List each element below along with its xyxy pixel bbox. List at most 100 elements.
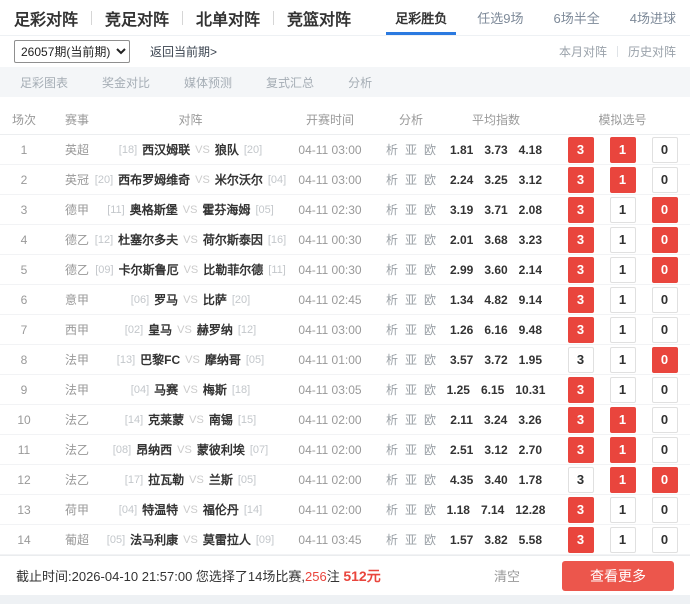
analysis-link[interactable]: 析 xyxy=(385,233,398,247)
league-link[interactable]: 法甲 xyxy=(64,353,89,367)
league-link[interactable]: 德乙 xyxy=(64,233,89,247)
pick-0-button[interactable]: 0 xyxy=(651,406,678,433)
pick-1-button[interactable]: 1 xyxy=(609,136,636,163)
asian-odds-link[interactable]: 亚 xyxy=(404,383,417,397)
month-matches-link[interactable]: 本月对阵 xyxy=(558,45,607,59)
analysis-link[interactable]: 析 xyxy=(385,353,398,367)
analysis-link[interactable]: 析 xyxy=(385,143,398,157)
pick-1-button[interactable]: 1 xyxy=(609,526,636,553)
pick-1-button[interactable]: 1 xyxy=(609,286,636,313)
submenu-multi-summary[interactable]: 复式汇总 xyxy=(266,75,315,90)
pick-1-button[interactable]: 1 xyxy=(609,166,636,193)
tab-renxuan9[interactable]: 任选9场 xyxy=(477,11,524,26)
pick-0-button[interactable]: 0 xyxy=(651,436,678,463)
tab-shengfu[interactable]: 足彩胜负 xyxy=(386,0,457,35)
asian-odds-link[interactable]: 亚 xyxy=(404,503,417,517)
asian-odds-link[interactable]: 亚 xyxy=(404,143,417,157)
euro-odds-link[interactable]: 欧 xyxy=(424,443,437,457)
pick-3-button[interactable]: 3 xyxy=(567,166,594,193)
league-link[interactable]: 法乙 xyxy=(64,413,89,427)
asian-odds-link[interactable]: 亚 xyxy=(404,413,417,427)
pick-3-button[interactable]: 3 xyxy=(567,316,594,343)
analysis-link[interactable]: 析 xyxy=(385,473,398,487)
analysis-link[interactable]: 析 xyxy=(385,173,398,187)
pick-3-button[interactable]: 3 xyxy=(567,526,594,553)
league-link[interactable]: 葡超 xyxy=(64,533,89,547)
nav-item-jingzu[interactable]: 竞足对阵 xyxy=(105,11,170,29)
pick-3-button[interactable]: 3 xyxy=(567,286,594,313)
pick-0-button[interactable]: 0 xyxy=(651,496,678,523)
asian-odds-link[interactable]: 亚 xyxy=(404,263,417,277)
pick-3-button[interactable]: 3 xyxy=(567,226,594,253)
pick-0-button[interactable]: 0 xyxy=(651,166,678,193)
asian-odds-link[interactable]: 亚 xyxy=(404,353,417,367)
back-to-current-link[interactable]: 返回当前期> xyxy=(150,45,218,59)
pick-0-button[interactable]: 0 xyxy=(651,316,678,343)
submenu-analysis[interactable]: 分析 xyxy=(348,75,373,90)
pick-3-button[interactable]: 3 xyxy=(567,256,594,283)
history-matches-link[interactable]: 历史对阵 xyxy=(627,45,676,59)
euro-odds-link[interactable]: 欧 xyxy=(424,383,437,397)
euro-odds-link[interactable]: 欧 xyxy=(424,533,437,547)
pick-3-button[interactable]: 3 xyxy=(567,346,594,373)
euro-odds-link[interactable]: 欧 xyxy=(424,353,437,367)
analysis-link[interactable]: 析 xyxy=(385,203,398,217)
league-link[interactable]: 德乙 xyxy=(64,263,89,277)
league-link[interactable]: 法乙 xyxy=(64,473,89,487)
league-link[interactable]: 西甲 xyxy=(64,323,89,337)
asian-odds-link[interactable]: 亚 xyxy=(404,443,417,457)
asian-odds-link[interactable]: 亚 xyxy=(404,533,417,547)
euro-odds-link[interactable]: 欧 xyxy=(424,263,437,277)
pick-1-button[interactable]: 1 xyxy=(609,376,636,403)
pick-0-button[interactable]: 0 xyxy=(651,256,678,283)
pick-1-button[interactable]: 1 xyxy=(609,196,636,223)
euro-odds-link[interactable]: 欧 xyxy=(424,173,437,187)
analysis-link[interactable]: 析 xyxy=(385,503,398,517)
pick-0-button[interactable]: 0 xyxy=(651,136,678,163)
pick-3-button[interactable]: 3 xyxy=(567,136,594,163)
pick-1-button[interactable]: 1 xyxy=(609,316,636,343)
analysis-link[interactable]: 析 xyxy=(385,413,398,427)
clear-button[interactable]: 清空 xyxy=(493,569,520,584)
asian-odds-link[interactable]: 亚 xyxy=(404,473,417,487)
pick-1-button[interactable]: 1 xyxy=(609,466,636,493)
submenu-chart[interactable]: 足彩图表 xyxy=(20,75,69,90)
submenu-media-predict[interactable]: 媒体预测 xyxy=(184,75,233,90)
euro-odds-link[interactable]: 欧 xyxy=(424,473,437,487)
euro-odds-link[interactable]: 欧 xyxy=(424,143,437,157)
asian-odds-link[interactable]: 亚 xyxy=(404,323,417,337)
analysis-link[interactable]: 析 xyxy=(385,293,398,307)
pick-3-button[interactable]: 3 xyxy=(567,466,594,493)
pick-0-button[interactable]: 0 xyxy=(651,286,678,313)
euro-odds-link[interactable]: 欧 xyxy=(424,323,437,337)
pick-3-button[interactable]: 3 xyxy=(567,406,594,433)
analysis-link[interactable]: 析 xyxy=(385,533,398,547)
league-link[interactable]: 英超 xyxy=(64,143,89,157)
pick-1-button[interactable]: 1 xyxy=(609,256,636,283)
analysis-link[interactable]: 析 xyxy=(385,323,398,337)
tab-banquan6[interactable]: 6场半全 xyxy=(553,11,600,26)
pick-1-button[interactable]: 1 xyxy=(609,346,636,373)
pick-1-button[interactable]: 1 xyxy=(609,436,636,463)
nav-item-beidan[interactable]: 北单对阵 xyxy=(196,11,261,29)
asian-odds-link[interactable]: 亚 xyxy=(404,233,417,247)
pick-1-button[interactable]: 1 xyxy=(609,226,636,253)
tab-jinqiu4[interactable]: 4场进球 xyxy=(629,11,676,26)
nav-item-jinglan[interactable]: 竞篮对阵 xyxy=(287,11,352,29)
analysis-link[interactable]: 析 xyxy=(385,383,398,397)
analysis-link[interactable]: 析 xyxy=(385,263,398,277)
pick-3-button[interactable]: 3 xyxy=(567,196,594,223)
league-link[interactable]: 德甲 xyxy=(64,203,89,217)
analysis-link[interactable]: 析 xyxy=(385,443,398,457)
pick-3-button[interactable]: 3 xyxy=(567,496,594,523)
euro-odds-link[interactable]: 欧 xyxy=(424,233,437,247)
pick-1-button[interactable]: 1 xyxy=(609,406,636,433)
pick-0-button[interactable]: 0 xyxy=(651,196,678,223)
league-link[interactable]: 意甲 xyxy=(64,293,89,307)
period-select[interactable]: 26057期(当前期) xyxy=(14,40,130,63)
view-more-button[interactable]: 查看更多 xyxy=(562,560,674,591)
pick-3-button[interactable]: 3 xyxy=(567,376,594,403)
league-link[interactable]: 英冠 xyxy=(64,173,89,187)
euro-odds-link[interactable]: 欧 xyxy=(424,203,437,217)
pick-0-button[interactable]: 0 xyxy=(651,376,678,403)
